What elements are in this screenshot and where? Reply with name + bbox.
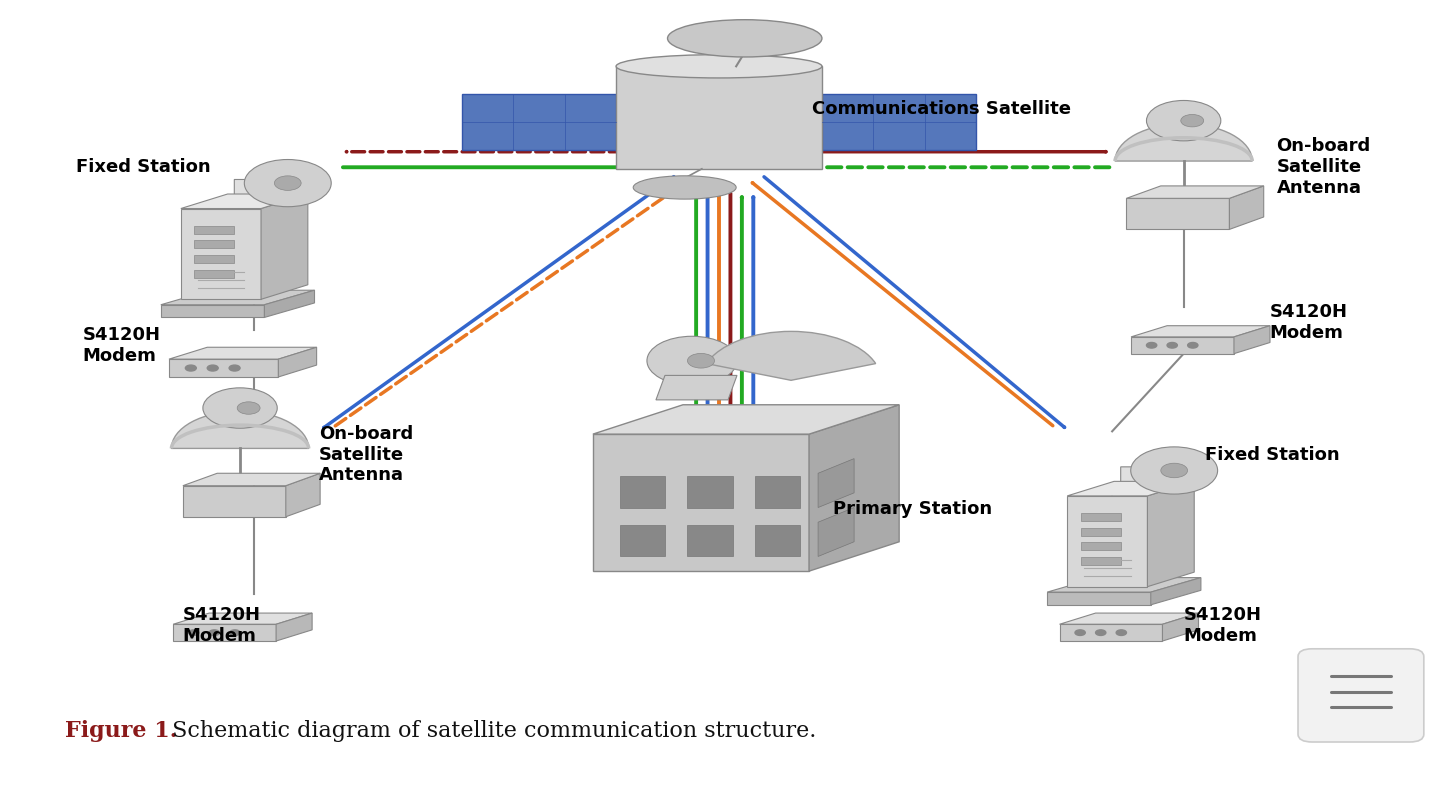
- FancyBboxPatch shape: [687, 476, 732, 508]
- Text: S4120H
Modem: S4120H Modem: [1270, 303, 1347, 342]
- Text: Schematic diagram of satellite communication structure.: Schematic diagram of satellite communica…: [165, 720, 817, 742]
- Polygon shape: [170, 347, 316, 360]
- FancyBboxPatch shape: [1080, 513, 1120, 521]
- Circle shape: [1168, 342, 1178, 348]
- FancyBboxPatch shape: [1080, 542, 1120, 550]
- Circle shape: [1160, 463, 1188, 478]
- Polygon shape: [1148, 481, 1194, 586]
- Polygon shape: [1132, 337, 1234, 354]
- Ellipse shape: [615, 55, 823, 78]
- Text: Primary Station: Primary Station: [834, 500, 992, 518]
- FancyBboxPatch shape: [1299, 648, 1424, 742]
- Wedge shape: [1114, 124, 1252, 161]
- Polygon shape: [1162, 613, 1198, 641]
- Polygon shape: [592, 405, 899, 434]
- Text: Fixed Station: Fixed Station: [1205, 446, 1340, 464]
- Polygon shape: [161, 305, 265, 317]
- FancyBboxPatch shape: [620, 524, 664, 557]
- FancyBboxPatch shape: [620, 476, 664, 508]
- Text: S4120H
Modem: S4120H Modem: [83, 327, 161, 365]
- FancyBboxPatch shape: [194, 226, 234, 234]
- Polygon shape: [1234, 326, 1270, 354]
- Polygon shape: [1047, 592, 1150, 604]
- Polygon shape: [234, 180, 315, 209]
- Circle shape: [186, 365, 197, 371]
- Text: Communications Satellite: Communications Satellite: [812, 100, 1071, 118]
- FancyBboxPatch shape: [755, 524, 800, 557]
- Polygon shape: [1060, 624, 1162, 641]
- Circle shape: [1130, 447, 1218, 494]
- Circle shape: [687, 353, 715, 368]
- Ellipse shape: [667, 20, 823, 57]
- Polygon shape: [1047, 578, 1201, 592]
- FancyBboxPatch shape: [194, 255, 234, 263]
- Polygon shape: [286, 473, 321, 517]
- Circle shape: [1116, 630, 1126, 635]
- Circle shape: [237, 402, 260, 414]
- Circle shape: [209, 630, 220, 635]
- Polygon shape: [170, 360, 279, 377]
- Circle shape: [1146, 100, 1221, 141]
- Polygon shape: [1150, 578, 1201, 604]
- Polygon shape: [818, 508, 854, 557]
- Polygon shape: [592, 434, 810, 571]
- Circle shape: [1181, 115, 1204, 127]
- Polygon shape: [656, 375, 738, 400]
- Circle shape: [275, 176, 301, 191]
- FancyBboxPatch shape: [755, 476, 800, 508]
- Polygon shape: [1060, 613, 1198, 624]
- Polygon shape: [1229, 186, 1264, 229]
- Polygon shape: [262, 194, 308, 299]
- Text: On-board
Satellite
Antenna: On-board Satellite Antenna: [319, 425, 413, 484]
- Polygon shape: [810, 405, 899, 571]
- Ellipse shape: [633, 176, 736, 199]
- Polygon shape: [1126, 186, 1264, 199]
- Polygon shape: [181, 209, 262, 299]
- Polygon shape: [276, 613, 312, 641]
- Circle shape: [647, 336, 738, 385]
- Polygon shape: [183, 473, 321, 486]
- Circle shape: [229, 365, 240, 371]
- Circle shape: [1076, 630, 1086, 635]
- Circle shape: [1188, 342, 1198, 348]
- Polygon shape: [173, 613, 312, 624]
- Circle shape: [188, 630, 198, 635]
- Circle shape: [244, 159, 331, 206]
- Circle shape: [203, 388, 278, 429]
- Polygon shape: [161, 290, 315, 305]
- Polygon shape: [1120, 467, 1201, 496]
- Circle shape: [230, 630, 240, 635]
- Circle shape: [1146, 342, 1156, 348]
- FancyBboxPatch shape: [1080, 557, 1120, 565]
- Polygon shape: [279, 347, 316, 377]
- Polygon shape: [1132, 326, 1270, 337]
- Wedge shape: [706, 331, 876, 380]
- Polygon shape: [183, 486, 286, 517]
- Polygon shape: [265, 290, 315, 317]
- FancyBboxPatch shape: [194, 240, 234, 249]
- Text: S4120H
Modem: S4120H Modem: [183, 606, 260, 645]
- Circle shape: [207, 365, 219, 371]
- Text: Figure 1.: Figure 1.: [65, 720, 177, 742]
- Polygon shape: [818, 458, 854, 508]
- FancyBboxPatch shape: [687, 524, 732, 557]
- Circle shape: [1096, 630, 1106, 635]
- Polygon shape: [462, 94, 615, 150]
- Polygon shape: [181, 194, 308, 209]
- Polygon shape: [1126, 199, 1229, 229]
- Text: S4120H
Modem: S4120H Modem: [1183, 606, 1261, 645]
- Polygon shape: [823, 94, 976, 150]
- FancyBboxPatch shape: [1080, 528, 1120, 536]
- Polygon shape: [173, 624, 276, 641]
- Polygon shape: [615, 66, 823, 169]
- Text: On-board
Satellite
Antenna: On-board Satellite Antenna: [1277, 137, 1370, 197]
- Polygon shape: [1067, 481, 1194, 496]
- Wedge shape: [171, 411, 309, 448]
- Polygon shape: [1067, 496, 1148, 586]
- FancyBboxPatch shape: [194, 269, 234, 278]
- Text: Fixed Station: Fixed Station: [76, 159, 210, 177]
